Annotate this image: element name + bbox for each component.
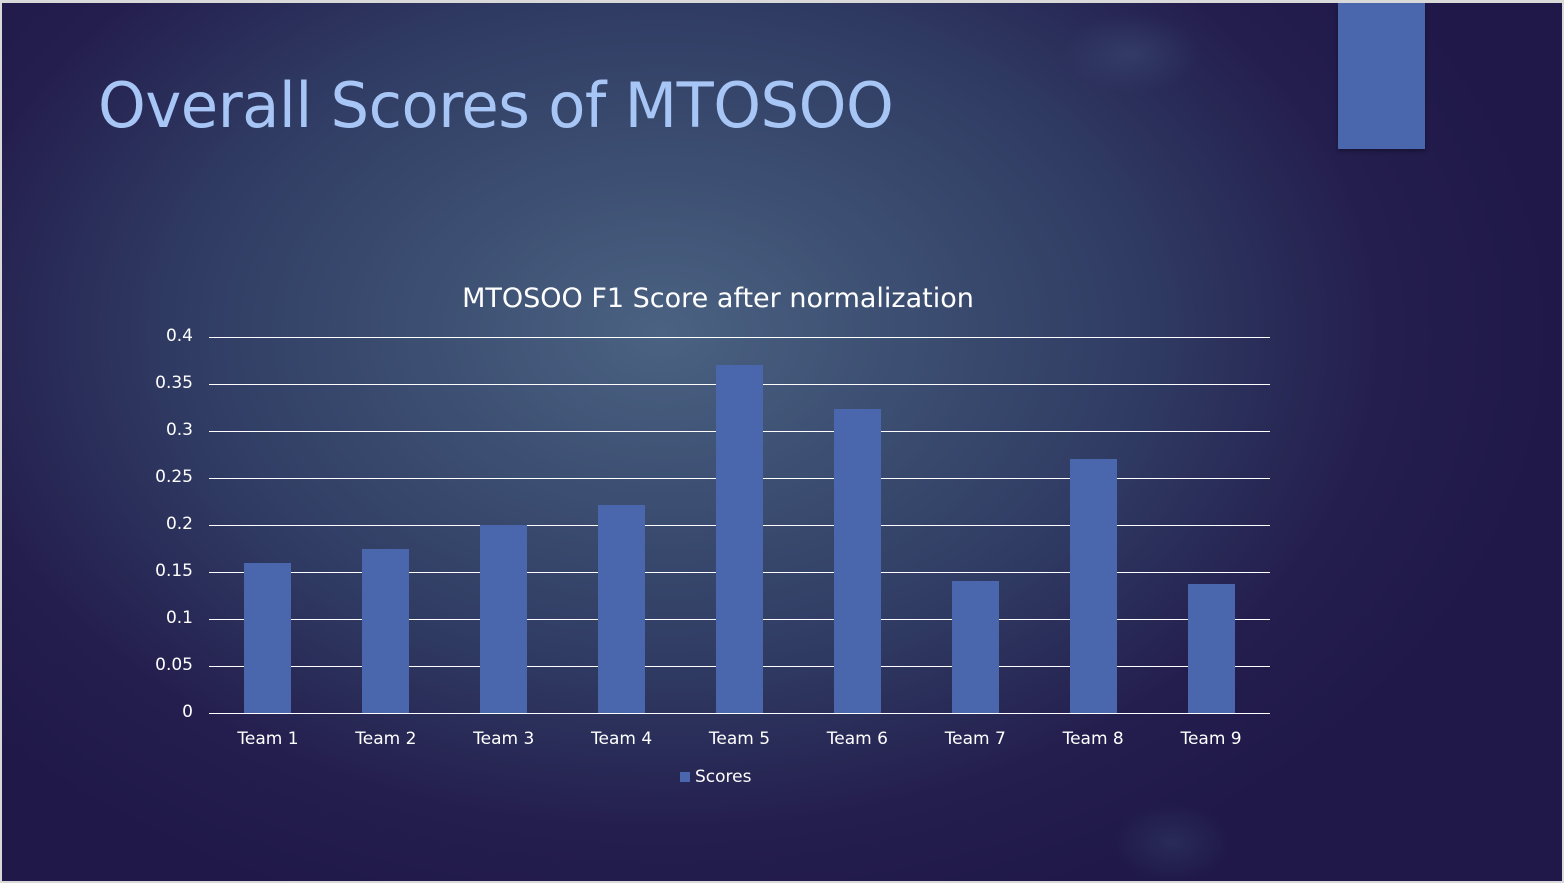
x-tick-label: Team 4: [591, 729, 653, 749]
x-tick-label: Team 3: [473, 729, 535, 749]
x-tick-label: Team 6: [826, 729, 888, 749]
x-tick-label: Team 8: [1062, 729, 1124, 749]
bar-team-6[interactable]: [833, 409, 881, 713]
legend-swatch-icon: [680, 772, 690, 782]
y-tick-label: 0: [182, 702, 193, 722]
bar-team-2[interactable]: [362, 549, 410, 713]
y-tick-label: 0.1: [165, 608, 193, 628]
y-tick-label: 0.4: [165, 326, 193, 346]
legend-label: Scores: [695, 767, 752, 787]
bar-team-8[interactable]: [1069, 459, 1117, 713]
slide-title: Overall Scores of MTOSOO: [98, 69, 894, 142]
y-tick-label: 0.15: [155, 561, 193, 581]
background-glow: [1112, 803, 1232, 881]
y-tick-label: 0.35: [155, 373, 193, 393]
x-tick-label: Team 7: [944, 729, 1006, 749]
bar-team-5[interactable]: [716, 365, 763, 713]
bar-team-3[interactable]: [480, 525, 528, 713]
bar-chart[interactable]: MTOSOO F1 Score after normalization 0 0.0…: [2, 3, 1562, 881]
x-tick-label: Team 9: [1180, 729, 1242, 749]
chart-title: MTOSOO F1 Score after normalization: [462, 283, 974, 314]
accent-rectangle: [1338, 3, 1425, 149]
y-tick-label: 0.25: [155, 467, 193, 487]
x-tick-label: Team 2: [355, 729, 417, 749]
gridline: [209, 713, 1270, 714]
x-tick-label: Team 1: [237, 729, 299, 749]
x-tick-label: Team 5: [708, 729, 771, 749]
bar-team-1[interactable]: [244, 562, 292, 713]
bar-team-4[interactable]: [598, 505, 646, 713]
y-tick-label: 0.2: [165, 514, 193, 534]
background-glow: [1062, 13, 1202, 93]
y-tick-label: 0.3: [165, 420, 193, 440]
y-tick-label: 0.05: [155, 655, 193, 675]
gridline: [209, 337, 1270, 338]
bar-team-9[interactable]: [1187, 584, 1235, 713]
legend[interactable]: Scores: [680, 767, 751, 787]
bar-team-7[interactable]: [951, 581, 999, 713]
slide: Overall Scores of MTOSOO MTOSOO F1 Score…: [2, 3, 1562, 881]
